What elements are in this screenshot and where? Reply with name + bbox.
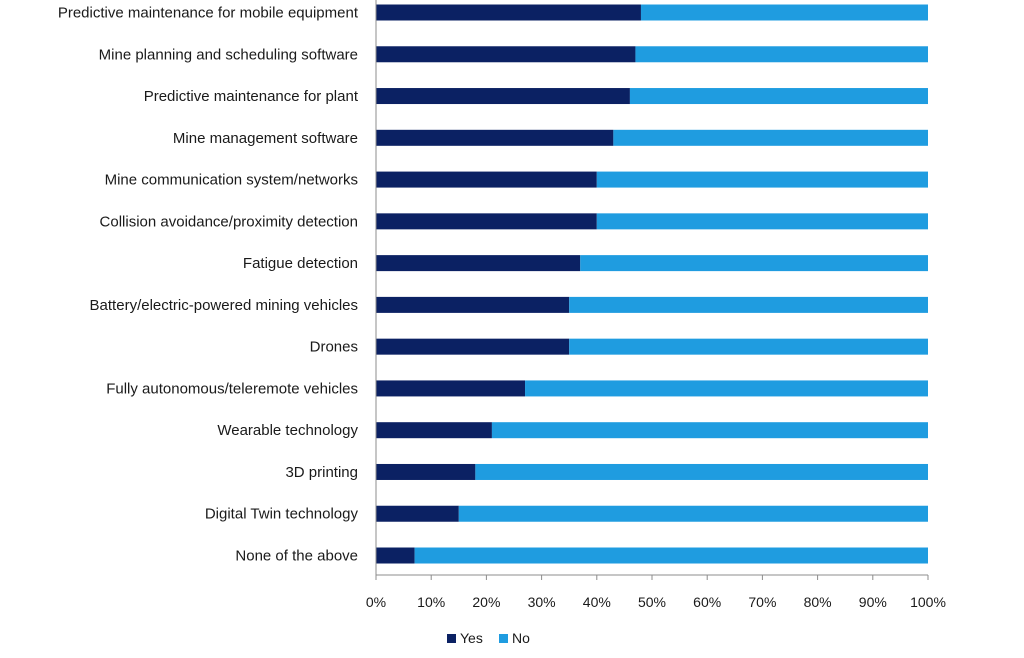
x-tick-label-5: 50% (638, 594, 666, 610)
legend-label-no: No (512, 630, 530, 646)
bar-yes-13 (376, 547, 415, 564)
x-tick-label-8: 80% (804, 594, 832, 610)
category-label-9: Fully autonomous/teleremote vehicles (106, 380, 358, 397)
bar-yes-9 (376, 380, 526, 397)
category-label-13: None of the above (235, 548, 358, 565)
x-tick-label-7: 70% (748, 594, 776, 610)
bar-no-13 (414, 547, 928, 564)
x-tick-label-10: 100% (910, 594, 946, 610)
x-tick-label-9: 90% (859, 594, 887, 610)
x-tick-label-3: 30% (528, 594, 556, 610)
category-label-4: Mine communication system/networks (105, 172, 358, 189)
category-label-10: Wearable technology (217, 422, 358, 439)
legend-swatch-no (499, 634, 508, 643)
bar-yes-1 (376, 46, 636, 63)
bar-no-8 (569, 338, 928, 355)
x-tick-label-1: 10% (417, 594, 445, 610)
x-tick-label-0: 0% (366, 594, 386, 610)
category-label-2: Predictive maintenance for plant (144, 88, 359, 105)
bar-no-10 (491, 422, 928, 439)
bar-yes-11 (376, 463, 476, 480)
bar-yes-12 (376, 505, 459, 522)
bar-yes-4 (376, 171, 597, 188)
category-label-5: Collision avoidance/proximity detection (100, 213, 358, 230)
bar-yes-7 (376, 296, 570, 313)
legend-swatch-yes (447, 634, 456, 643)
legend-label-yes: Yes (460, 630, 483, 646)
category-label-8: Drones (310, 339, 358, 356)
bar-no-9 (525, 380, 928, 397)
bar-no-0 (640, 4, 928, 21)
bar-no-12 (458, 505, 928, 522)
bar-no-11 (475, 463, 928, 480)
legend: Yes No (447, 630, 530, 646)
bars-group (376, 4, 928, 564)
bar-no-7 (569, 296, 928, 313)
bar-yes-10 (376, 422, 492, 439)
bar-yes-8 (376, 338, 570, 355)
category-labels: Predictive maintenance for mobile equipm… (58, 5, 359, 565)
bar-yes-5 (376, 213, 597, 230)
bar-yes-6 (376, 255, 581, 272)
category-label-7: Battery/electric-powered mining vehicles (90, 297, 358, 314)
bar-no-5 (596, 213, 928, 230)
bar-yes-3 (376, 129, 614, 146)
category-label-3: Mine management software (173, 130, 358, 147)
category-label-6: Fatigue detection (243, 255, 358, 272)
category-label-12: Digital Twin technology (205, 506, 359, 523)
category-label-0: Predictive maintenance for mobile equipm… (58, 5, 359, 22)
bar-no-2 (629, 88, 928, 105)
bar-yes-0 (376, 4, 641, 21)
category-label-11: 3D printing (285, 464, 358, 481)
bar-no-6 (580, 255, 928, 272)
bar-yes-2 (376, 88, 630, 105)
x-tick-label-4: 40% (583, 594, 611, 610)
bar-no-4 (596, 171, 928, 188)
x-tick-label-6: 60% (693, 594, 721, 610)
x-tick-label-2: 20% (472, 594, 500, 610)
bar-no-1 (635, 46, 928, 63)
bar-no-3 (613, 129, 928, 146)
category-label-1: Mine planning and scheduling software (99, 46, 358, 63)
x-axis: 0% 10% 20% 30% 40% 50% 60% 70% 80% 90% 100% (366, 0, 946, 610)
